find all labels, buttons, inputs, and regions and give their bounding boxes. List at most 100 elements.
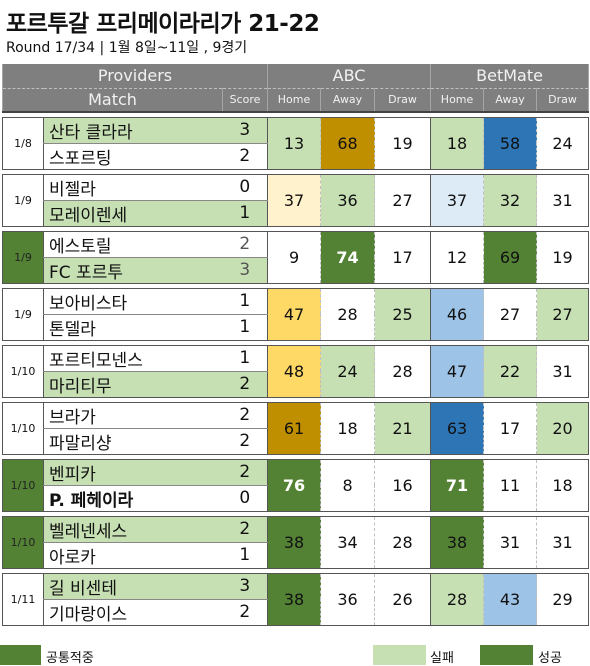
abc-home-pct: 76	[267, 458, 322, 512]
abc-away-pct: 34	[320, 515, 376, 569]
home-team: 에스토릴	[43, 230, 223, 258]
match-row: 1/10 브라가 2 61 18 21 63 17 20	[2, 401, 590, 455]
score-header: Score	[221, 88, 269, 113]
legend: 공통적중 실패 성공	[0, 645, 590, 666]
match-date: 1/10	[2, 401, 44, 455]
match-row: 1/9 보아비스타 1 47 28 25 46 27 27	[2, 287, 590, 341]
away-score: 0	[222, 485, 269, 512]
match-row: 1/10 벤피카 2 76 8 16 71 11 18	[2, 458, 590, 512]
away-score: 1	[222, 314, 269, 341]
betmate-away-pct: 58	[483, 116, 538, 170]
betmate-draw-pct: 18	[536, 458, 590, 512]
home-team: 벨레넨세스	[43, 515, 223, 543]
abc-home-pct: 37	[267, 173, 322, 227]
match-date: 1/10	[2, 515, 44, 569]
away-score: 2	[222, 599, 269, 626]
betmate-away-pct: 17	[483, 401, 538, 455]
legend-common-hit-label: 공통적중	[46, 651, 94, 666]
abc-away-pct: 18	[320, 401, 376, 455]
match-date: 1/9	[2, 287, 44, 341]
betmate-draw-pct: 19	[536, 230, 590, 284]
match-date: 1/10	[2, 458, 44, 512]
match-date: 1/10	[2, 344, 44, 398]
home-team: 비젤라	[43, 173, 223, 201]
abc-draw-pct: 25	[374, 287, 432, 341]
abc-away-pct: 74	[320, 230, 376, 284]
away-score: 1	[222, 542, 269, 569]
match-date: 1/8	[2, 116, 44, 170]
home-score: 2	[222, 515, 269, 543]
abc-away-pct: 8	[320, 458, 376, 512]
betmate-home-pct: 63	[430, 401, 485, 455]
betmate-draw-pct: 27	[536, 287, 590, 341]
home-team: 산타 클라라	[43, 116, 223, 144]
away-team: 마리티무	[43, 371, 223, 398]
betmate-home-pct: 47	[430, 344, 485, 398]
match-row: 1/9 비젤라 0 37 36 27 37 32 31	[2, 173, 590, 227]
match-row: 1/11 길 비센테 3 38 36 26 28 43 29	[2, 572, 590, 626]
home-score: 1	[222, 344, 269, 372]
abc-home-pct: 61	[267, 401, 322, 455]
home-score: 2	[222, 401, 269, 429]
match-date: 1/11	[2, 572, 44, 626]
header-row-columns: Match Score Home Away Draw Home Away Dra…	[2, 88, 590, 113]
betmate-away-pct: 43	[483, 572, 538, 626]
away-team: 스포르팅	[43, 143, 223, 170]
home-team: 길 비센테	[43, 572, 223, 600]
legend-fail-label: 실패	[430, 651, 454, 666]
abc-draw-pct: 27	[374, 173, 432, 227]
away-score: 3	[222, 257, 269, 284]
abc-draw-pct: 21	[374, 401, 432, 455]
betmate-home-pct: 18	[430, 116, 485, 170]
away-team: P. 페헤이라	[43, 485, 223, 512]
abc-away-pct: 36	[320, 173, 376, 227]
abc-draw-pct: 28	[374, 515, 432, 569]
betmate-home-pct: 46	[430, 287, 485, 341]
betmate-draw-pct: 31	[536, 344, 590, 398]
match-header: Match	[2, 88, 223, 113]
betmate-home-pct: 12	[430, 230, 485, 284]
abc-draw-pct: 16	[374, 458, 432, 512]
betmate-draw-pct: 31	[536, 515, 590, 569]
home-score: 1	[222, 287, 269, 315]
away-team: 모레이렌세	[43, 200, 223, 227]
match-row: 1/10 벨레넨세스 2 38 34 28 38 31 31	[2, 515, 590, 569]
home-team: 브라가	[43, 401, 223, 429]
betmate-home-pct: 37	[430, 173, 485, 227]
betmate-away-pct: 11	[483, 458, 538, 512]
match-row: 1/10 포르티모넨스 1 48 24 28 47 22 31	[2, 344, 590, 398]
away-team: 기마랑이스	[43, 599, 223, 626]
away-team: 톤델라	[43, 314, 223, 341]
abc-away-header: Away	[320, 88, 376, 113]
home-score: 2	[222, 230, 269, 258]
betmate-away-pct: 69	[483, 230, 538, 284]
betmate-home-pct: 71	[430, 458, 485, 512]
match-date: 1/9	[2, 230, 44, 284]
abc-away-pct: 36	[320, 572, 376, 626]
betmate-draw-pct: 20	[536, 401, 590, 455]
betmate-home-pct: 38	[430, 515, 485, 569]
home-score: 3	[222, 116, 269, 144]
header-row-providers: Providers ABC BetMate	[1, 64, 590, 89]
page-subtitle: Round 17/34 | 1월 8일~11일 , 9경기	[6, 40, 248, 56]
abc-draw-header: Draw	[374, 88, 432, 113]
away-score: 2	[222, 143, 269, 170]
abc-away-pct: 28	[320, 287, 376, 341]
abc-home-header: Home	[267, 88, 322, 113]
betmate-away-pct: 27	[483, 287, 538, 341]
away-team: 파말리샹	[43, 428, 223, 455]
betmate-home-pct: 28	[430, 572, 485, 626]
betmate-away-pct: 22	[483, 344, 538, 398]
away-team: FC 포르투	[43, 257, 223, 284]
betmate-header: BetMate	[430, 64, 590, 89]
home-score: 2	[222, 458, 269, 486]
abc-home-pct: 48	[267, 344, 322, 398]
away-score: 1	[222, 200, 269, 227]
betmate-away-pct: 31	[483, 515, 538, 569]
legend-fail-swatch	[373, 645, 426, 665]
betmate-draw-header: Draw	[536, 88, 590, 113]
match-row: 1/9 에스토릴 2 9 74 17 12 69 19	[2, 230, 590, 284]
abc-home-pct: 9	[267, 230, 322, 284]
providers-header: Providers	[1, 64, 269, 89]
abc-home-pct: 38	[267, 572, 322, 626]
